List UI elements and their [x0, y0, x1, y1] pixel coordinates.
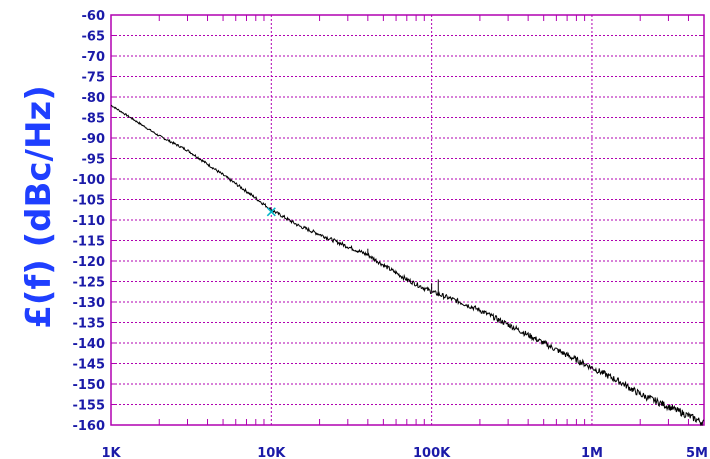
- y-tick-label: -160: [72, 419, 105, 434]
- y-tick-label: -65: [82, 30, 106, 45]
- y-tick-label: -155: [72, 399, 105, 414]
- y-tick-label: -70: [82, 50, 106, 65]
- x-tick-label: 1K: [101, 446, 121, 459]
- x-tick-label: 5M: [686, 446, 708, 459]
- y-tick-label: -145: [72, 358, 105, 373]
- spurs: [367, 248, 439, 295]
- y-axis-label: £(f) (dBc/Hz): [19, 85, 59, 329]
- y-tick-label: -80: [82, 91, 106, 106]
- y-tick-label: -100: [72, 173, 105, 188]
- x-tick-labels: 1K 10K 100K 1M 5M: [101, 446, 708, 459]
- y-tick-label: -85: [82, 112, 106, 127]
- x-tick-label: 1M: [581, 446, 603, 459]
- phase-noise-trace: [110, 104, 705, 427]
- y-tick-label: -95: [82, 153, 106, 168]
- y-tick-label: -130: [72, 296, 105, 311]
- y-tick-label: -135: [72, 317, 105, 332]
- y-tick-label: -150: [72, 378, 105, 393]
- y-tick-label: -110: [72, 214, 105, 229]
- y-tick-label: -75: [82, 71, 106, 86]
- x-tick-label: 10K: [257, 446, 286, 459]
- y-tick-label: -60: [82, 9, 106, 24]
- plot-frame: [110, 14, 705, 426]
- y-tick-labels: -60 -65 -70 -75 -80 -85 -90 -95 -100 -105 -110 -115…: [72, 9, 105, 434]
- grid: [111, 14, 705, 426]
- marker: [266, 207, 276, 217]
- y-tick-label: -140: [72, 337, 105, 352]
- marker-cross: [266, 207, 276, 217]
- y-tick-label: -115: [72, 235, 105, 250]
- y-tick-label: -120: [72, 255, 105, 270]
- y-tick-label: -105: [72, 194, 105, 209]
- y-tick-label: -90: [82, 132, 106, 147]
- y-tick-label: -125: [72, 276, 105, 291]
- x-tick-label: 100K: [413, 446, 451, 459]
